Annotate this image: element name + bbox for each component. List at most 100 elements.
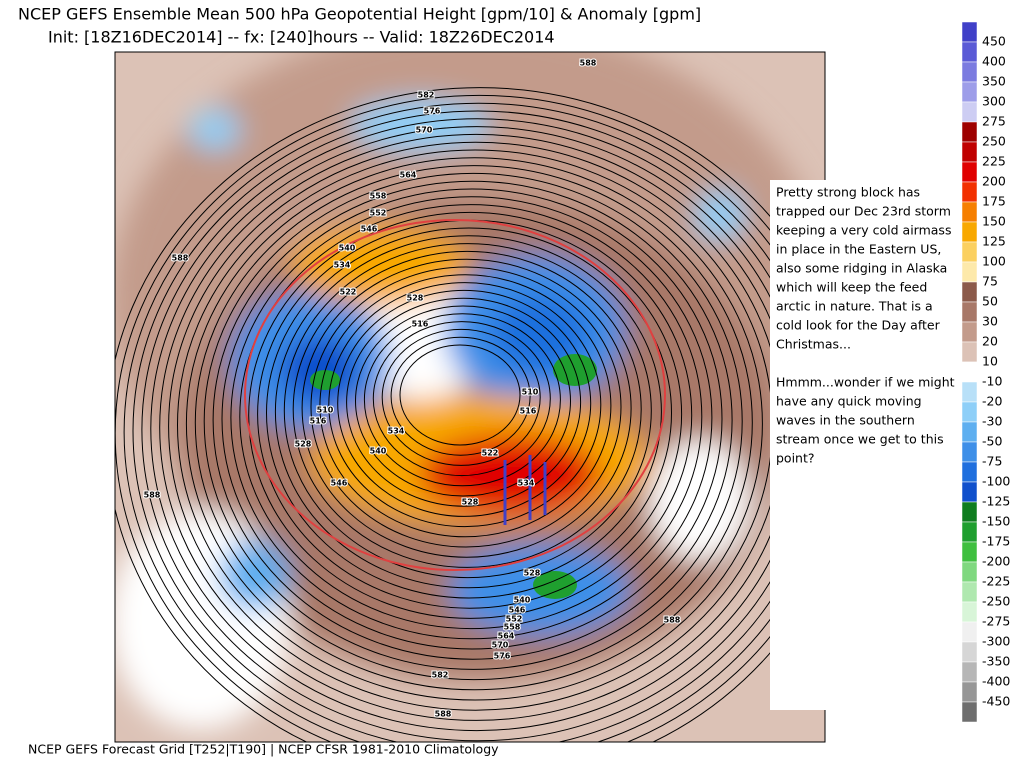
- colorbar-box: [961, 701, 978, 723]
- colorbar-label: -20: [982, 394, 1002, 409]
- height-contour: [292, 250, 642, 568]
- contour-label: 534: [334, 261, 351, 270]
- colorbar-label: -225: [982, 574, 1010, 589]
- height-contour: [346, 297, 582, 507]
- annotation-line: which will keep the feed: [776, 280, 927, 295]
- colorbar-box: [961, 181, 978, 203]
- height-contour: [301, 258, 632, 558]
- colorbar-box: [961, 301, 978, 323]
- height-contour: [283, 243, 652, 579]
- colorbar-box: [961, 221, 978, 243]
- colorbar-box: [961, 201, 978, 223]
- contour-label: 540: [339, 244, 356, 253]
- colorbar-box: [961, 501, 978, 523]
- contour-label: 522: [340, 288, 357, 297]
- contour-label: 528: [462, 498, 479, 507]
- annotation-line: also some ridging in Alaska: [776, 261, 947, 276]
- colorbar-label: -275: [982, 614, 1010, 629]
- height-contour: [115, 87, 825, 742]
- colorbar-label: 275: [982, 114, 1006, 129]
- colorbar-label: -200: [982, 554, 1010, 569]
- contour-label: 528: [407, 294, 424, 303]
- colorbar-label: -150: [982, 514, 1010, 529]
- colorbar-box: [961, 261, 978, 283]
- colorbar-label: 125: [982, 234, 1006, 249]
- height-contour: [399, 344, 521, 446]
- contour-label: 582: [432, 671, 449, 680]
- colorbar-label: 100: [982, 254, 1006, 269]
- height-contour: [363, 313, 561, 487]
- height-contour: [123, 102, 825, 742]
- colorbar-label: -350: [982, 654, 1010, 669]
- height-contour: [390, 336, 531, 456]
- colorbar-label: 175: [982, 194, 1006, 209]
- colorbar-label: 300: [982, 94, 1006, 109]
- colorbar-box: [961, 341, 978, 363]
- height-contour: [266, 227, 672, 599]
- contour-label: 588: [144, 491, 161, 500]
- contour-label: 588: [172, 254, 189, 263]
- height-contour: [221, 188, 723, 650]
- colorbar-box: [961, 601, 978, 623]
- colorbar: 450 400 350 300 275 250 225 200 175 150 125 100 75 50…: [961, 21, 1010, 723]
- contour-label: 510: [317, 406, 334, 415]
- contour-label: 540: [370, 447, 387, 456]
- contour-label: 570: [416, 126, 433, 135]
- height-contour: [185, 157, 763, 691]
- colorbar-box: [961, 281, 978, 303]
- colorbar-label: 150: [982, 214, 1006, 229]
- colorbar-box: [961, 61, 978, 83]
- colorbar-box: [961, 421, 978, 443]
- contour-label: 576: [424, 107, 441, 116]
- colorbar-box: [961, 441, 978, 463]
- colorbar-label: 350: [982, 74, 1006, 89]
- contour-label: 528: [295, 440, 312, 449]
- colorbar-box: [961, 241, 978, 263]
- colorbar-label: -10: [982, 374, 1002, 389]
- annotation-line: trapped our Dec 23rd storm: [776, 204, 951, 219]
- height-contour: [319, 274, 612, 538]
- colorbar-box: [961, 381, 978, 403]
- contour-label: 534: [518, 479, 535, 488]
- height-contour: [337, 289, 592, 517]
- annotation-line: keeping a very cold airmass: [776, 223, 951, 238]
- contour-label: 564: [498, 632, 515, 641]
- height-contour: [239, 204, 703, 630]
- colorbar-label: 250: [982, 134, 1006, 149]
- colorbar-box: [961, 121, 978, 143]
- colorbar-box: [961, 641, 978, 663]
- colorbar-label: 20: [982, 334, 998, 349]
- height-contour: [274, 235, 662, 589]
- contour-label: 582: [418, 91, 435, 100]
- colorbar-box: [961, 161, 978, 183]
- colorbar-label: -75: [982, 454, 1002, 469]
- colorbar-box: [961, 481, 978, 503]
- contour-label: 546: [509, 606, 526, 615]
- contour-label: 588: [664, 616, 681, 625]
- colorbar-box: [961, 141, 978, 163]
- height-contour: [355, 305, 571, 497]
- contour-label: 576: [494, 652, 511, 661]
- colorbar-label: -300: [982, 634, 1010, 649]
- colorbar-label: -30: [982, 414, 1002, 429]
- colorbar-box: [961, 21, 978, 43]
- colorbar-label: -400: [982, 674, 1010, 689]
- map: 588 582 576 570 564 558 552 546 540 534 …: [115, 52, 825, 742]
- colorbar-box: [961, 361, 978, 383]
- colorbar-label: -450: [982, 694, 1010, 709]
- height-contour: [230, 196, 713, 640]
- contour-label: 552: [506, 615, 523, 624]
- contour-label: 546: [361, 225, 378, 234]
- subtitle: Init: [18Z16DEC2014] -- fx: [240]hours -…: [48, 28, 555, 47]
- annotation-line: arctic in nature. That is a: [776, 299, 933, 314]
- height-contour: [203, 172, 743, 670]
- contour-label: 552: [370, 209, 387, 218]
- height-contour: [381, 328, 541, 466]
- colorbar-box: [961, 621, 978, 643]
- colorbar-box: [961, 321, 978, 343]
- colorbar-label: -125: [982, 494, 1010, 509]
- colorbar-label: 50: [982, 294, 998, 309]
- annotation-line: in place in the Eastern US,: [776, 242, 941, 257]
- annotation-line: Christmas...: [776, 337, 851, 352]
